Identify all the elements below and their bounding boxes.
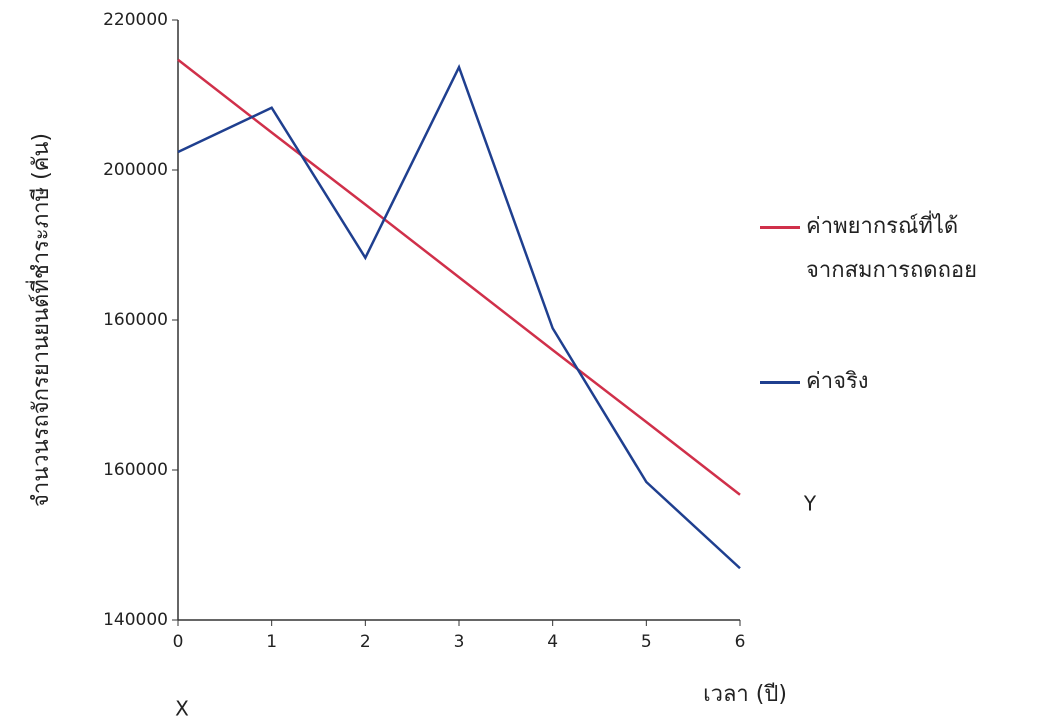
x-tick-label: 3 [454,632,465,652]
legend-label: ค่าจริง [806,360,869,404]
annotation: Y [803,492,817,516]
legend-entry: ค่าพยากรณ์ที่ได้ จากสมการถดถอย [760,205,977,293]
y-axis-label: จำนวนรถจักรยานยนต์ที่ชำระภาษี (คัน) [25,133,54,507]
series-line [178,67,740,568]
legend-label: ค่าพยากรณ์ที่ได้ จากสมการถดถอย [806,205,977,293]
x-tick-label: 4 [547,632,558,652]
x-tick-label: 6 [735,632,746,652]
x-axis-label: เวลา (ปี) [703,682,787,707]
x-tick-label: 2 [360,632,371,652]
y-tick-label: 200000 [103,160,168,180]
legend-entry: ค่าจริง [760,360,869,404]
x-tick-label: 0 [173,632,184,652]
y-tick-label: 160000 [103,310,168,330]
x-tick-label: 1 [266,632,277,652]
legend-swatch [760,381,800,384]
y-tick-label: 160000 [103,460,168,480]
page: จำนวนรถจักรยานยนต์ที่ชำระภาษี (คัน) เวลา… [0,0,1043,723]
legend-swatch [760,226,800,229]
y-tick-label: 140000 [103,610,168,630]
y-tick-label: 220000 [103,10,168,30]
chart: จำนวนรถจักรยานยนต์ที่ชำระภาษี (คัน) เวลา… [0,0,1043,723]
annotation: X [175,697,189,721]
series-line [178,60,740,495]
x-tick-label: 5 [641,632,652,652]
